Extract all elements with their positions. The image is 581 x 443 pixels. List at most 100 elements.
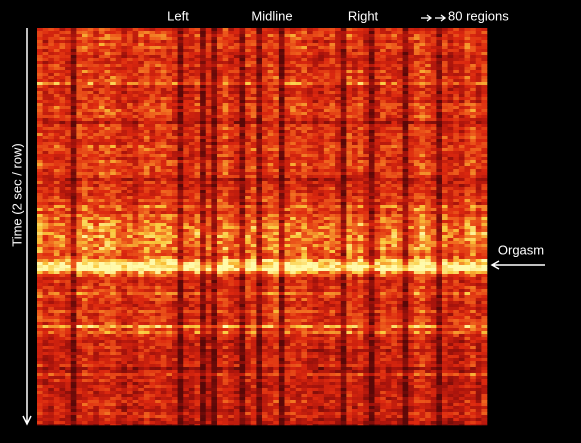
heat-cell: [368, 64, 375, 68]
heat-cell: [363, 199, 370, 203]
heat-cell: [340, 94, 347, 98]
heat-cell: [385, 145, 392, 149]
heat-cell: [155, 145, 162, 149]
heat-cell: [205, 31, 212, 35]
heat-cell: [363, 142, 370, 146]
heat-cell: [110, 121, 117, 125]
heat-cell: [481, 202, 488, 206]
heat-cell: [284, 34, 291, 38]
heat-cell: [458, 208, 465, 212]
heat-cell: [335, 67, 342, 71]
heat-cell: [233, 37, 240, 41]
heat-cell: [70, 133, 77, 137]
heat-cell: [419, 160, 426, 164]
heat-cell: [475, 157, 482, 161]
heat-cell: [222, 70, 229, 74]
heat-cell: [425, 43, 432, 47]
heat-cell: [76, 139, 83, 143]
heat-cell: [262, 202, 268, 206]
heat-cell: [121, 109, 128, 113]
heat-cell: [470, 106, 477, 110]
heat-cell: [138, 97, 145, 101]
heat-cell: [115, 46, 122, 50]
heat-cell: [82, 208, 88, 212]
heat-cell: [442, 139, 448, 143]
heat-cell: [59, 184, 66, 188]
heat-cell: [430, 91, 437, 95]
heat-cell: [447, 85, 454, 89]
heat-cell: [470, 160, 477, 164]
heat-cell: [76, 205, 83, 209]
heat-cell: [205, 112, 212, 116]
heat-cell: [82, 178, 88, 182]
heat-cell: [470, 43, 477, 47]
heat-cell: [65, 52, 72, 56]
heat-cell: [82, 181, 88, 185]
heat-cell: [217, 109, 223, 113]
heat-cell: [228, 34, 235, 38]
heat-cell: [413, 112, 420, 116]
heat-cell: [346, 79, 353, 83]
heat-cell: [481, 88, 488, 92]
heat-cell: [42, 145, 49, 149]
heat-cell: [228, 166, 235, 170]
heat-cell: [368, 112, 375, 116]
heat-cell: [425, 49, 432, 53]
heat-cell: [335, 181, 342, 185]
heat-cell: [323, 37, 330, 41]
heat-cell: [352, 85, 358, 89]
heat-cell: [183, 166, 190, 170]
heat-cell: [48, 196, 55, 200]
heat-cell: [42, 214, 49, 218]
heat-cell: [233, 169, 240, 173]
heat-cell: [318, 52, 325, 56]
heat-cell: [453, 37, 460, 41]
heat-cell: [380, 211, 387, 215]
heat-cell: [267, 139, 274, 143]
heat-cell: [239, 205, 246, 209]
heat-cell: [172, 136, 178, 140]
heat-cell: [301, 31, 308, 35]
heat-cell: [391, 91, 398, 95]
heat-cell: [357, 178, 364, 182]
heat-cell: [470, 211, 477, 215]
heat-cell: [397, 112, 403, 116]
heat-cell: [397, 28, 403, 32]
heat-cell: [149, 196, 156, 200]
heat-cell: [172, 151, 178, 155]
heat-cell: [273, 73, 280, 77]
heat-cell: [59, 79, 66, 83]
heat-cell: [278, 88, 285, 92]
heat-cell: [307, 202, 313, 206]
heat-cell: [385, 31, 392, 35]
heat-cell: [42, 64, 49, 68]
heat-cell: [442, 64, 448, 68]
heat-cell: [481, 124, 488, 128]
heat-cell: [464, 76, 471, 80]
heat-cell: [436, 85, 443, 89]
heat-cell: [402, 124, 409, 128]
heat-cell: [312, 154, 319, 158]
heat-cell: [245, 91, 252, 95]
heat-cell: [245, 103, 252, 107]
heat-cell: [470, 181, 477, 185]
heat-cell: [357, 205, 364, 209]
heat-cell: [357, 190, 364, 194]
heat-cell: [357, 55, 364, 59]
heat-cell: [273, 55, 280, 59]
heat-cell: [160, 214, 167, 218]
heat-cell: [87, 127, 94, 131]
heat-cell: [82, 199, 88, 203]
heat-cell: [183, 76, 190, 80]
heat-cell: [323, 73, 330, 77]
heat-cell: [93, 43, 100, 47]
heat-cell: [262, 121, 268, 125]
heat-cell: [458, 181, 465, 185]
heat-cell: [363, 193, 370, 197]
heat-cell: [37, 91, 43, 95]
heat-cell: [166, 160, 173, 164]
heat-cell: [256, 181, 263, 185]
heat-cell: [329, 97, 336, 101]
heat-cell: [239, 94, 246, 98]
heat-cell: [183, 70, 190, 74]
